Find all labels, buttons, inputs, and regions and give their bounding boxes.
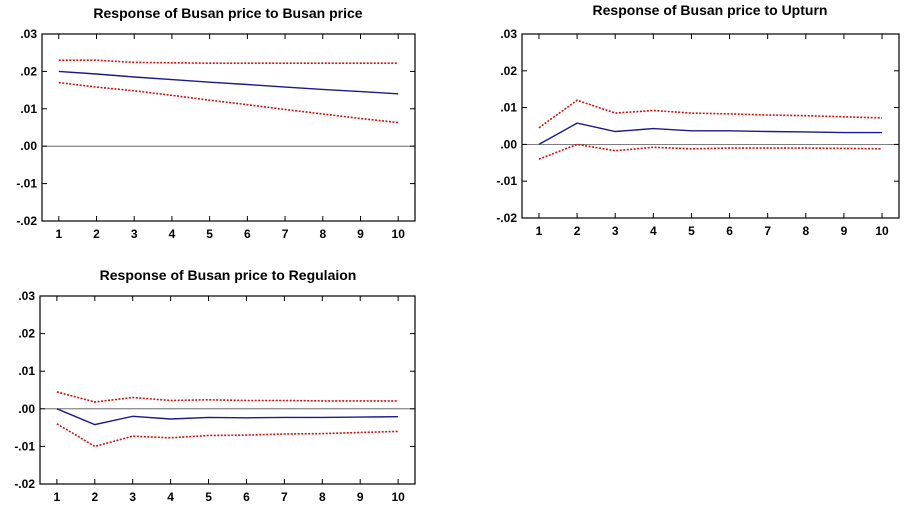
series-response-line [58,70,399,95]
y-tick-label: .03 [500,27,517,41]
x-tick-label: 6 [243,490,250,504]
series-upper-band-line [56,391,399,403]
x-tick-label: 6 [244,227,251,241]
x-tick-label: 3 [129,490,136,504]
chart-panel-3: Response of Busan price to Regulaion .03.… [14,267,416,504]
series-response-line [56,408,399,426]
y-tick-label: -.02 [496,211,517,225]
y-tick-label: -.01 [16,177,37,191]
x-tick-label: 1 [536,224,543,238]
y-tick-label: .01 [500,101,517,115]
x-tick-label: 2 [574,224,581,238]
chart-panel-1: Response of Busan price to Busan price .0… [16,5,416,241]
x-tick-label: 8 [319,227,326,241]
plot-frame [521,33,900,219]
y-tick-label: .03 [18,289,35,303]
y-tick-label: .01 [18,364,35,378]
series-lower-band-line [56,423,399,448]
y-tick-label: .00 [500,137,517,151]
chart-title: Response of Busan price to Busan price [93,5,362,21]
x-tick-label: 6 [726,224,733,238]
plot-frame [41,33,416,222]
x-tick-label: 5 [205,490,212,504]
y-tick-label: .02 [18,327,35,341]
x-tick-label: 3 [131,227,138,241]
x-tick-label: 10 [875,224,889,238]
x-tick-label: 2 [93,227,100,241]
x-tick-label: 4 [167,490,174,504]
y-tick-label: .00 [20,139,37,153]
y-tick-label: .02 [500,64,517,78]
series-lower-band-line [538,143,883,160]
x-tick-label: 7 [764,224,771,238]
x-tick-label: 7 [281,490,288,504]
y-tick-label: -.02 [16,214,37,228]
chart-panel-2: Response of Busan price to Upturn .03 .02.… [496,2,900,238]
x-tick-label: 1 [54,490,61,504]
series-response-line [538,122,882,146]
y-tick-label: -.01 [496,174,517,188]
y-tick-label: .01 [20,102,37,116]
y-tick-label: -.02 [14,477,35,491]
y-tick-label: .00 [18,402,35,416]
x-tick-label: 4 [650,224,657,238]
x-tick-label: 3 [612,224,619,238]
x-tick-label: 7 [282,227,289,241]
x-tick-label: 1 [55,227,62,241]
x-tick-label: 2 [91,490,98,504]
x-tick-label: 9 [357,490,364,504]
series-upper-band-line [58,59,399,65]
chart-title: Response of Busan price to Regulaion [100,267,357,283]
plot-frame [39,295,416,485]
y-tick-label: .03 [20,27,37,41]
series-lower-band-line [58,81,399,124]
x-tick-label: 9 [841,224,848,238]
x-tick-label: 9 [357,227,364,241]
x-tick-label: 8 [802,224,809,238]
x-tick-label: 5 [688,224,695,238]
series-upper-band-line [538,99,883,129]
x-tick-label: 8 [319,490,326,504]
x-tick-label: 4 [169,227,176,241]
x-tick-label: 10 [392,227,406,241]
y-tick-label: .02 [20,64,37,78]
chart-title: Response of Busan price to Upturn [593,2,828,18]
x-tick-label: 5 [206,227,213,241]
x-tick-label: 10 [391,490,405,504]
y-tick-label: -.01 [14,439,35,453]
